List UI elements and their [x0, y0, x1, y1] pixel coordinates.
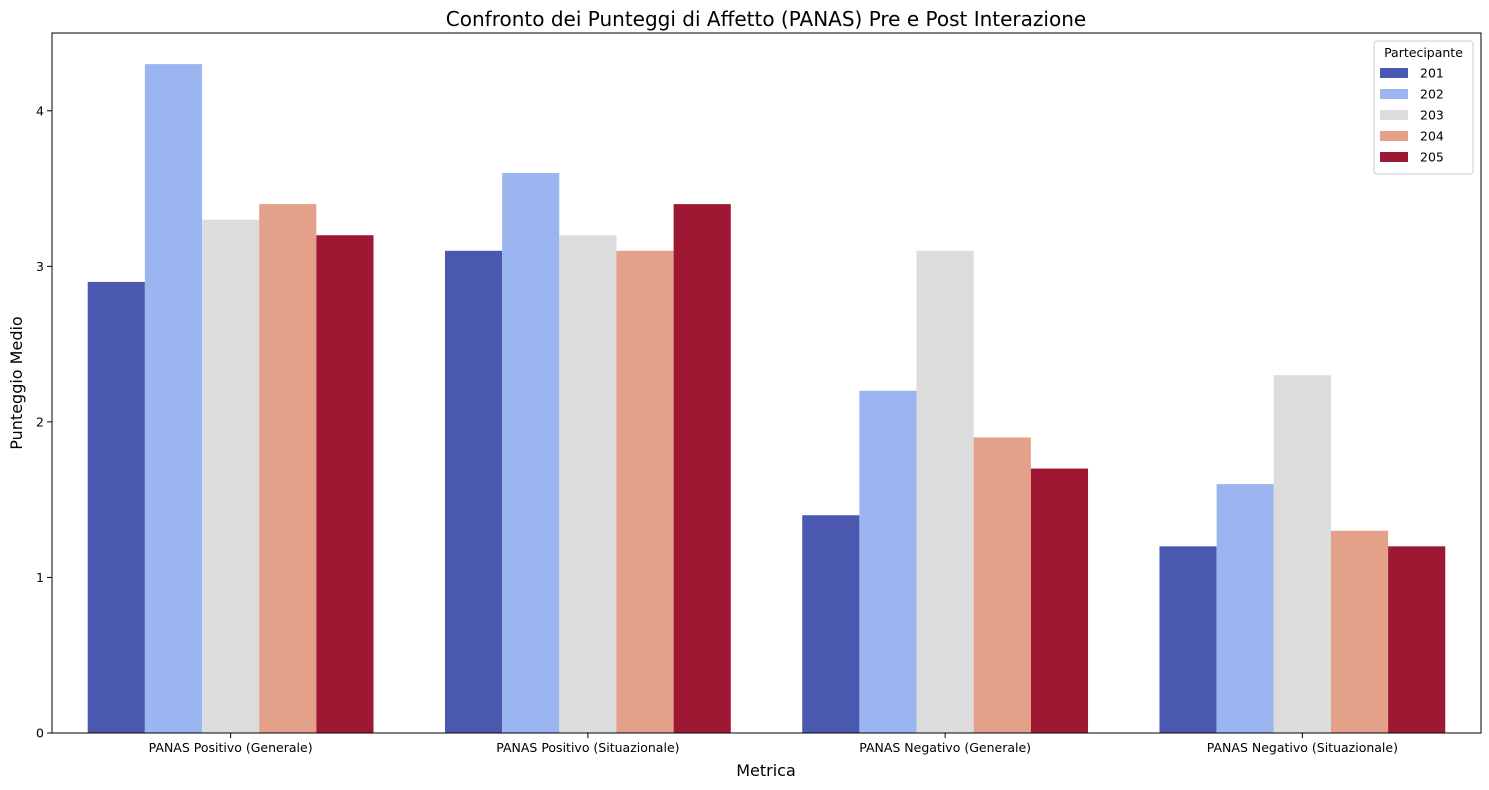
bar-205-category-2 — [1030, 468, 1089, 733]
legend-title: Partecipante — [1384, 45, 1463, 60]
legend-label-203: 203 — [1420, 108, 1444, 123]
bar-201-category-2 — [802, 515, 860, 733]
bar-202-category-3 — [1216, 484, 1274, 733]
chart-title: Confronto dei Punteggi di Affetto (PANAS… — [446, 7, 1086, 31]
bars-group — [87, 64, 1446, 734]
bar-202-category-2 — [859, 390, 917, 733]
bar-201-category-1 — [444, 250, 503, 733]
bar-205-category-3 — [1388, 546, 1446, 733]
bar-203-category-3 — [1273, 375, 1331, 733]
bar-205-category-0 — [316, 235, 374, 733]
bar-204-category-2 — [973, 437, 1031, 733]
y-tick-label: 1 — [36, 570, 44, 585]
legend-swatch-201 — [1380, 68, 1408, 78]
bar-204-category-0 — [259, 204, 317, 734]
legend-label-201: 201 — [1420, 66, 1444, 81]
y-tick-label: 2 — [36, 414, 44, 429]
x-tick-label: PANAS Negativo (Generale) — [859, 740, 1031, 755]
legend-swatch-205 — [1380, 152, 1408, 162]
x-axis-label: Metrica — [736, 761, 796, 780]
y-tick-label: 4 — [36, 103, 44, 118]
bar-205-category-1 — [673, 204, 731, 734]
legend-swatch-203 — [1380, 110, 1408, 120]
y-tick-label: 0 — [36, 726, 44, 741]
x-tick-label: PANAS Positivo (Situazionale) — [496, 740, 679, 755]
x-tick-label: PANAS Positivo (Generale) — [149, 740, 313, 755]
bar-202-category-1 — [502, 173, 560, 733]
legend-label-205: 205 — [1420, 150, 1444, 165]
plot-frame — [51, 32, 1482, 734]
legend-label-204: 204 — [1420, 129, 1444, 144]
bar-203-category-2 — [916, 250, 974, 733]
legend: Partecipante 201 202 203 204 205 — [1373, 40, 1474, 175]
legend-swatch-204 — [1380, 131, 1408, 141]
bar-202-category-0 — [144, 64, 203, 734]
x-tick-label: PANAS Negativo (Situazionale) — [1207, 740, 1398, 755]
bar-201-category-3 — [1159, 546, 1217, 733]
bar-201-category-0 — [87, 281, 145, 733]
legend-label-202: 202 — [1420, 87, 1444, 102]
axes-group: 0 1 2 3 4 PANAS Positivo (Generale) PANAS Posi… — [36, 32, 1482, 755]
bar-204-category-3 — [1330, 530, 1389, 733]
bar-204-category-1 — [616, 250, 674, 733]
bar-203-category-0 — [202, 219, 260, 734]
y-tick-label: 3 — [36, 259, 44, 274]
bar-203-category-1 — [559, 235, 617, 733]
legend-swatch-202 — [1380, 89, 1408, 99]
y-axis-label: Punteggio Medio — [7, 316, 26, 449]
